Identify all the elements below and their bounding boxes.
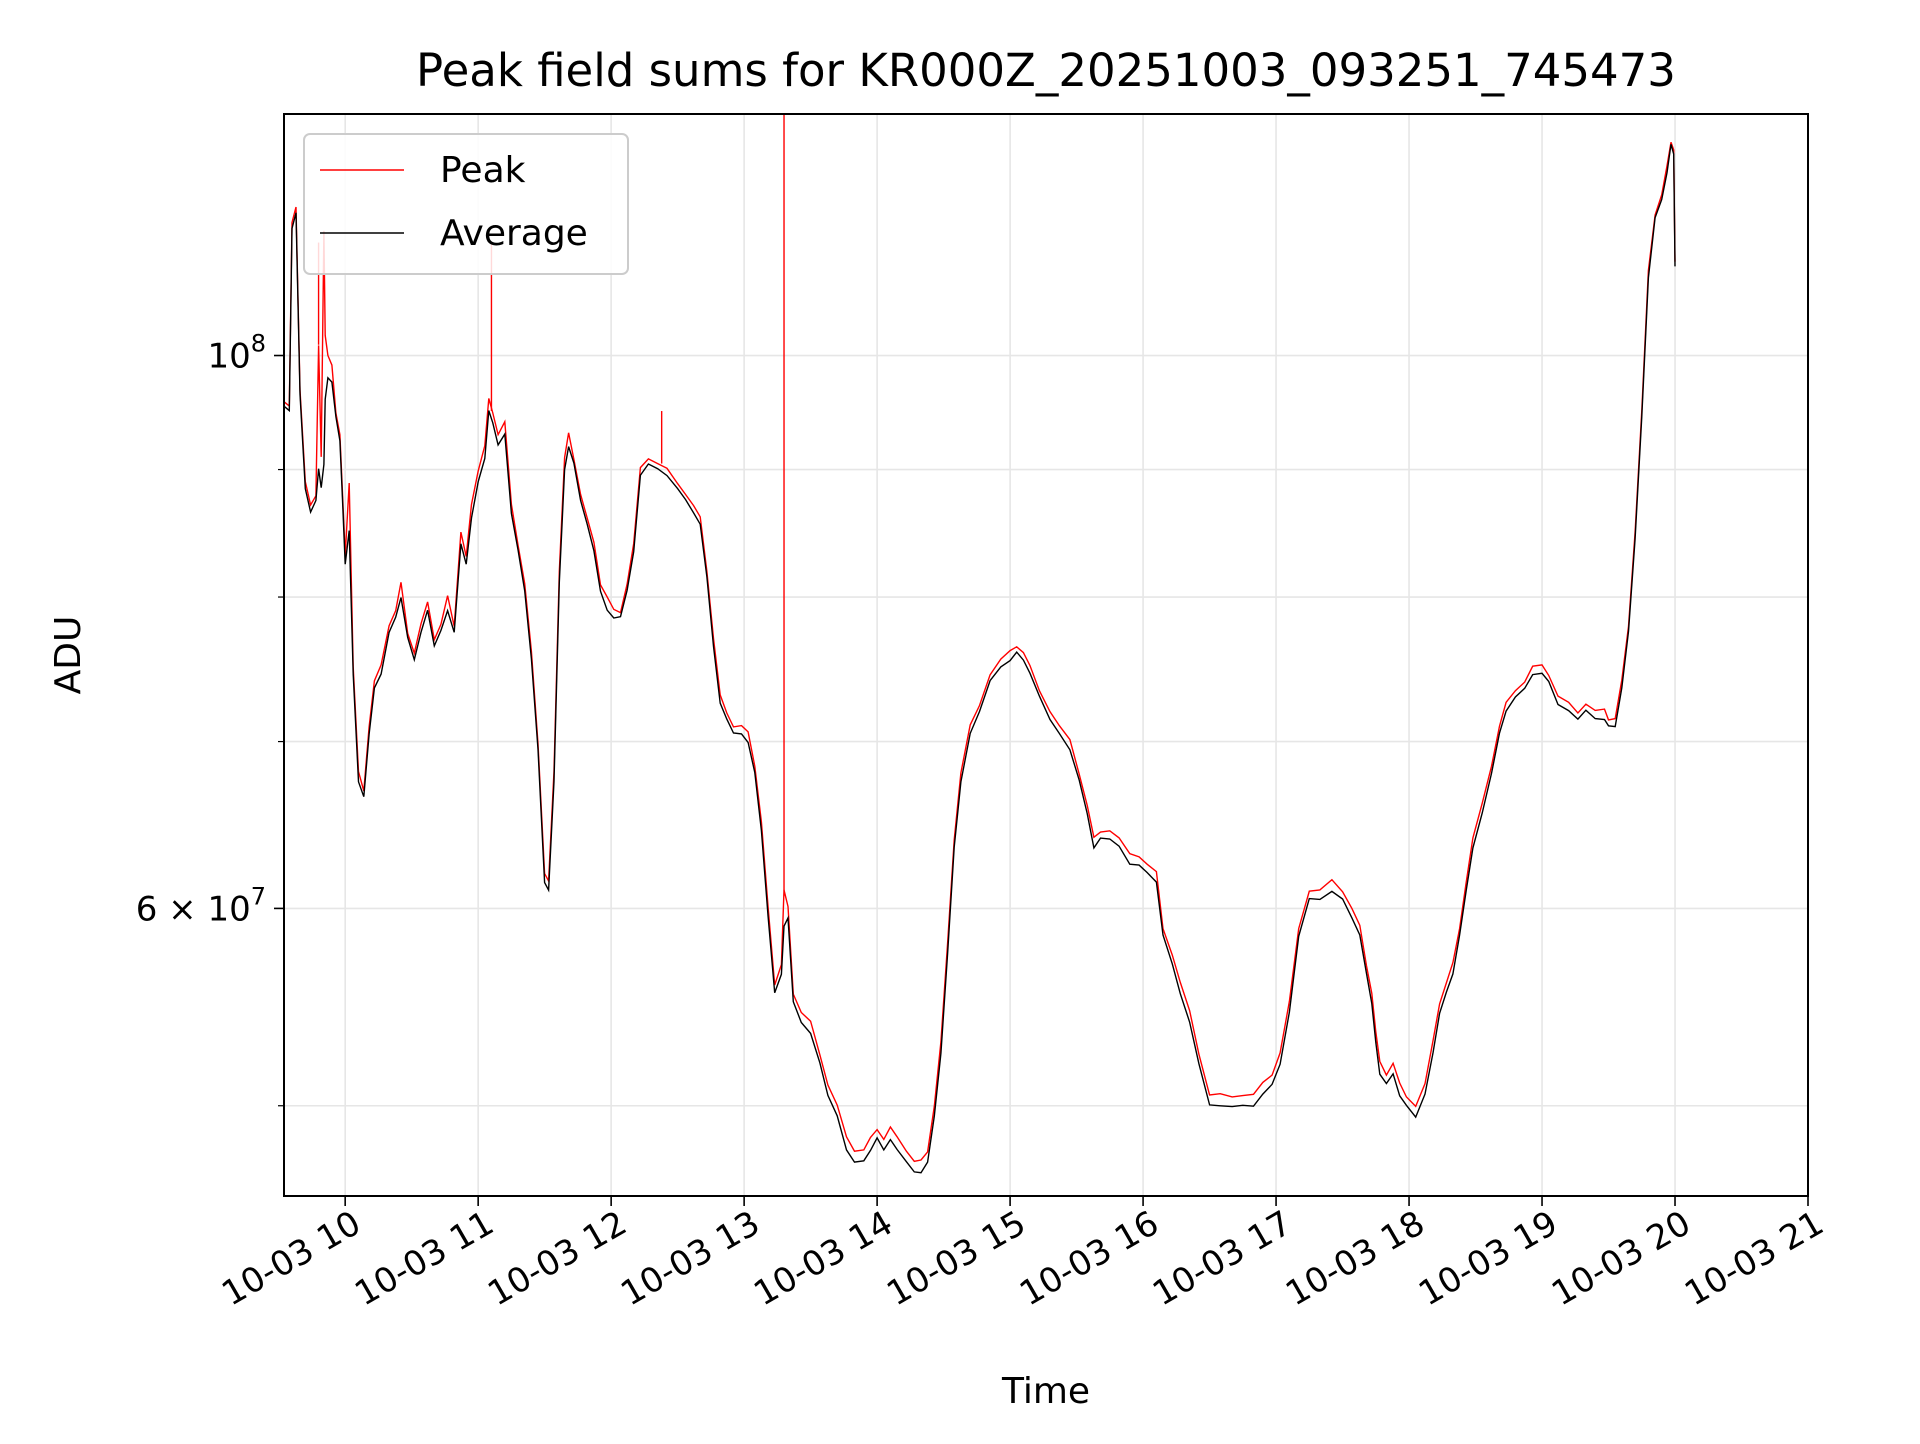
- x-tick-label: 10-03 14: [747, 1203, 899, 1314]
- x-tick-label: 10-03 16: [1013, 1203, 1165, 1314]
- series-line-peak: [284, 141, 1676, 1163]
- legend-label-peak: Peak: [440, 150, 526, 191]
- series-line-average: [284, 144, 1676, 1174]
- legend-label-average: Average: [440, 213, 588, 254]
- x-axis-label: Time: [1001, 1371, 1090, 1412]
- y-tick-label: 108: [207, 330, 266, 377]
- legend: Peak Average: [303, 133, 629, 275]
- grid: [284, 114, 1809, 1196]
- x-tick-label: 10-03 13: [614, 1203, 766, 1314]
- y-axis-ticks: 108 6 × 107: [136, 330, 284, 1107]
- x-tick-label: 10-03 12: [481, 1203, 633, 1314]
- x-tick-label: 10-03 17: [1146, 1203, 1298, 1314]
- legend-box: [303, 133, 629, 275]
- x-tick-label: 10-03 18: [1279, 1203, 1431, 1314]
- x-tick-label: 10-03 20: [1545, 1203, 1697, 1314]
- x-tick-label: 10-03 11: [348, 1203, 500, 1314]
- y-axis-label: ADU: [48, 616, 89, 695]
- chart-title: Peak field sums for KR000Z_20251003_0932…: [416, 44, 1676, 97]
- x-tick-label: 10-03 10: [215, 1203, 367, 1314]
- x-tick-label: 10-03 15: [880, 1203, 1032, 1314]
- x-tick-label: 10-03 21: [1678, 1203, 1830, 1314]
- plot-frame: [283, 113, 1809, 1197]
- x-tick-label: 10-03 19: [1412, 1203, 1564, 1314]
- y-tick-label: 6 × 107: [136, 882, 266, 929]
